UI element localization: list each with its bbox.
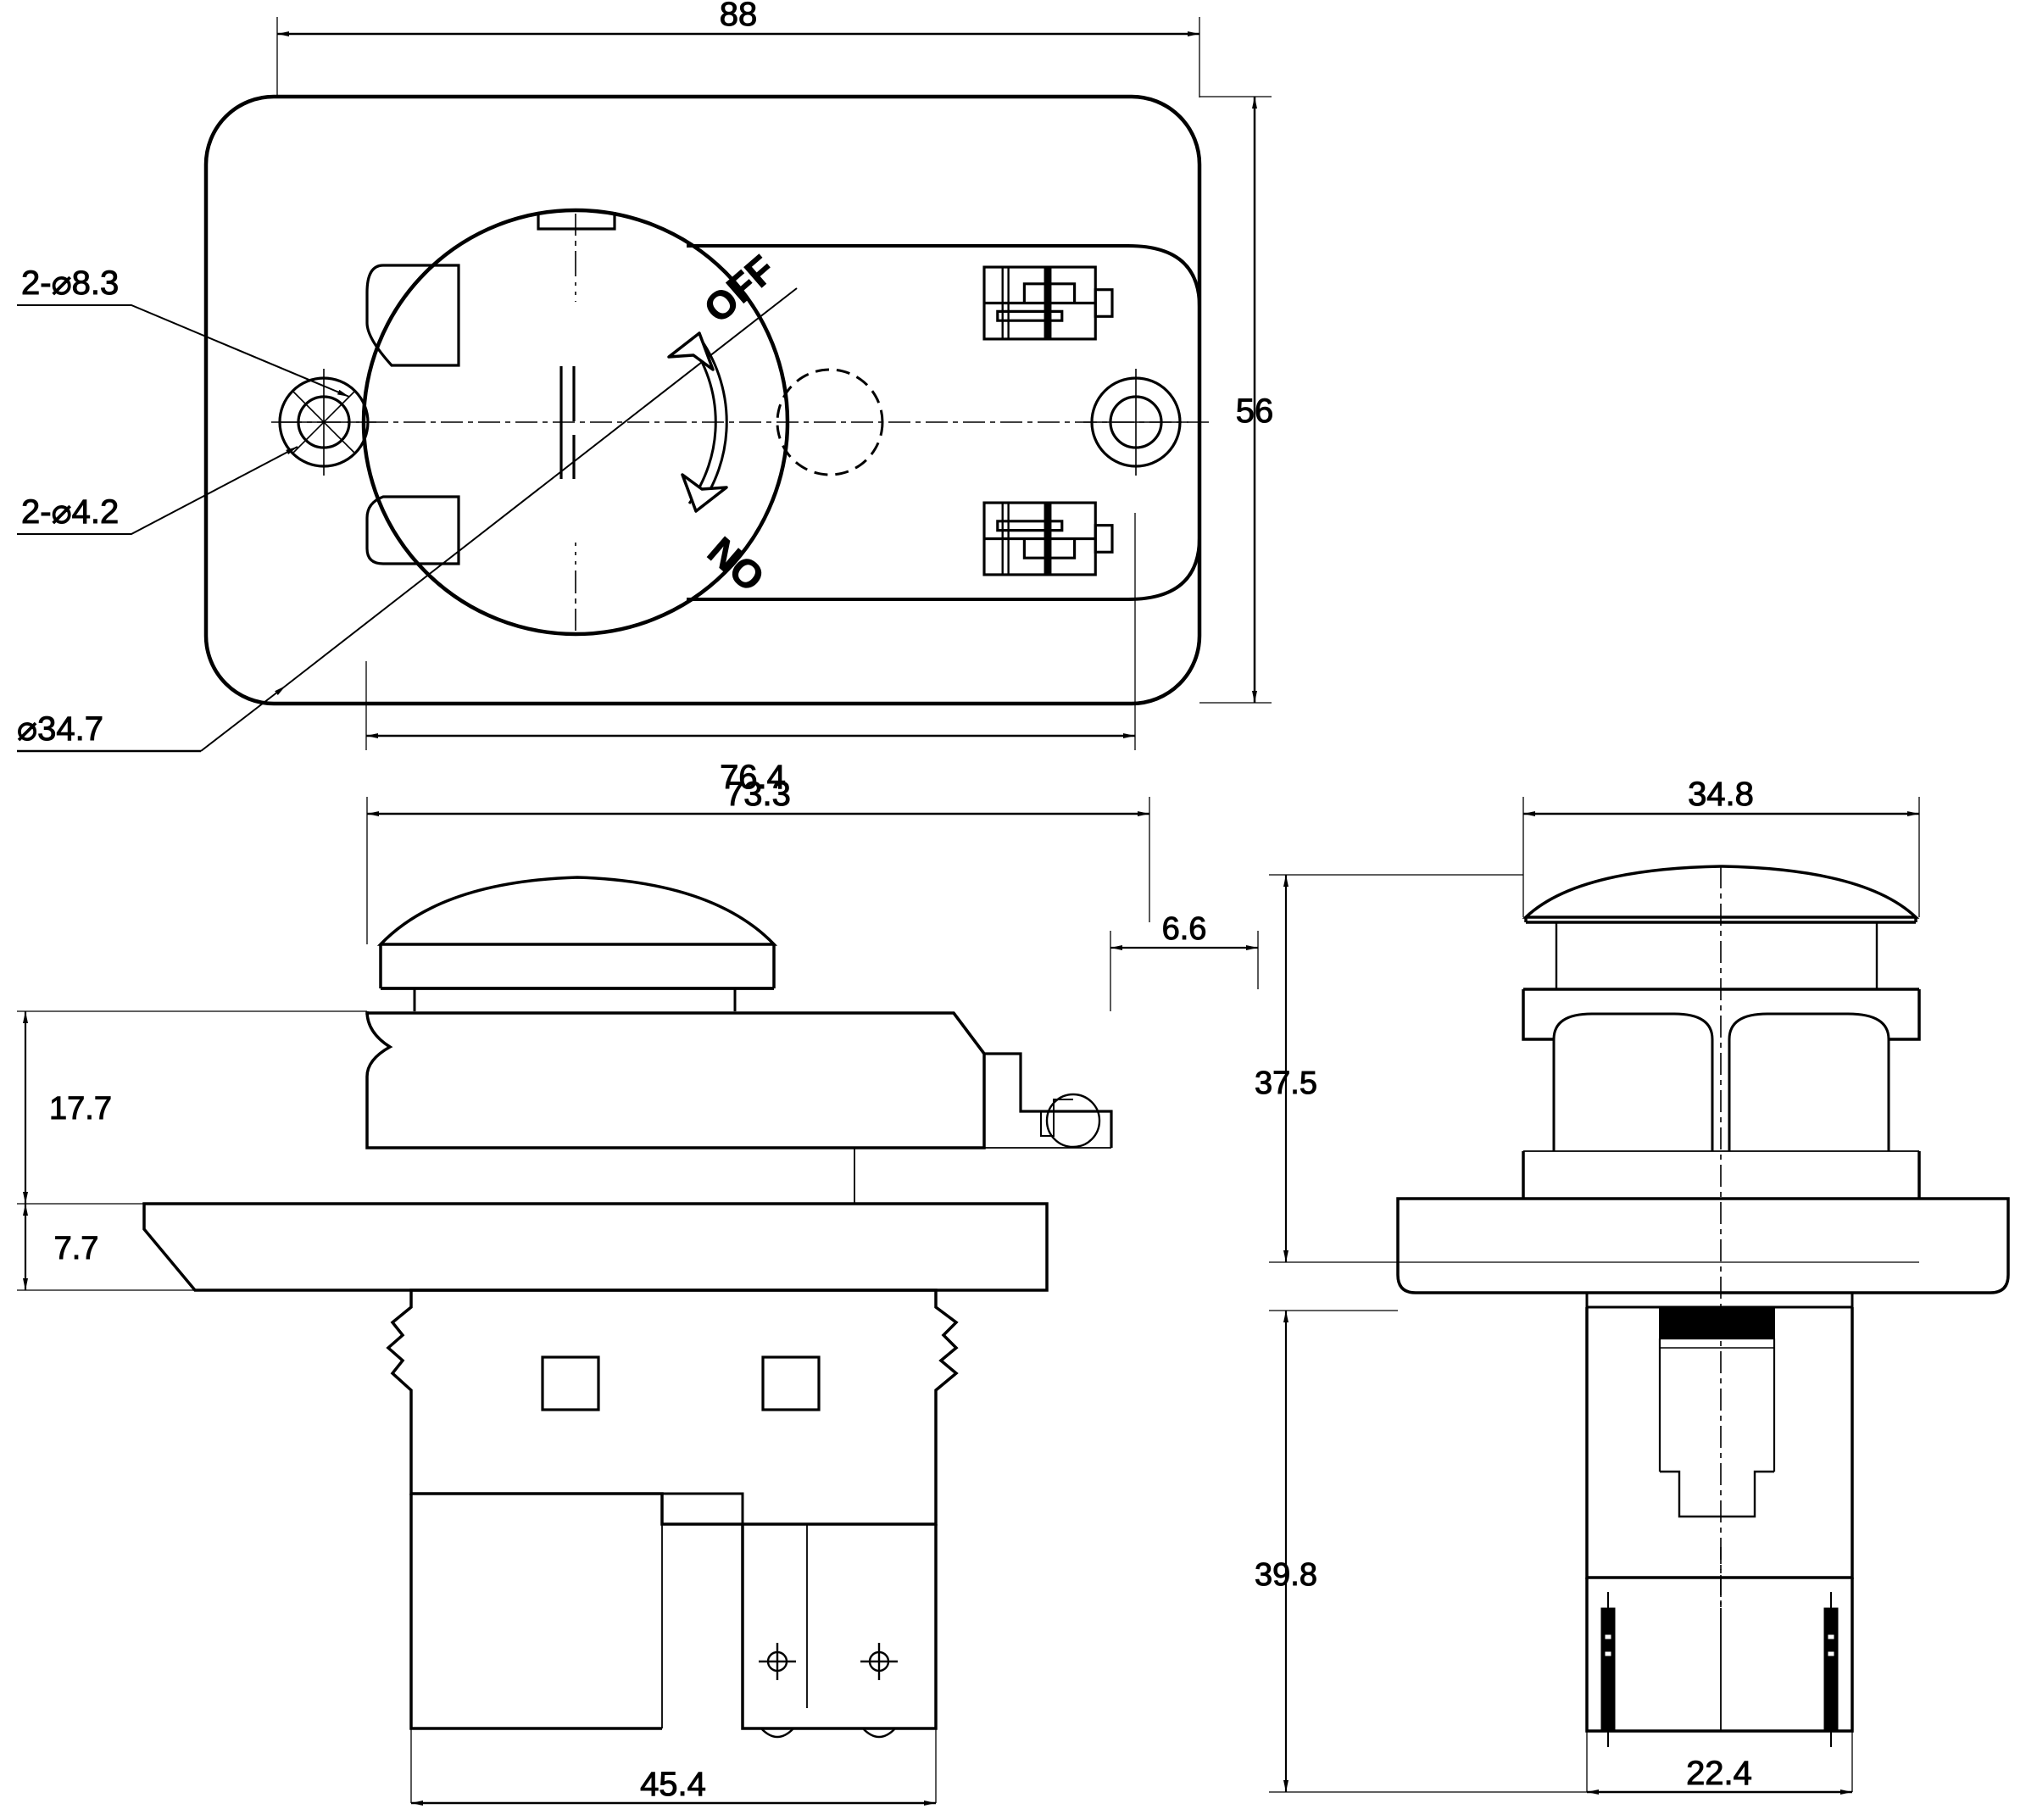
svg-text:⌀34.7: ⌀34.7 [17, 710, 103, 748]
svg-text:6.6: 6.6 [1162, 911, 1207, 947]
svg-text:45.4: 45.4 [640, 1766, 706, 1803]
svg-text:88: 88 [720, 0, 758, 33]
svg-text:17.7: 17.7 [49, 1091, 112, 1127]
svg-text:39.8: 39.8 [1255, 1557, 1317, 1593]
svg-text:34.8: 34.8 [1688, 776, 1754, 813]
svg-text:56: 56 [1236, 392, 1274, 430]
svg-text:37.5: 37.5 [1255, 1066, 1317, 1101]
svg-text:73.3: 73.3 [725, 776, 791, 813]
svg-text:2-⌀4.2: 2-⌀4.2 [21, 493, 119, 531]
svg-text:7.7: 7.7 [54, 1231, 99, 1266]
svg-text:2-⌀8.3: 2-⌀8.3 [21, 264, 119, 302]
svg-text:22.4: 22.4 [1686, 1755, 1752, 1792]
